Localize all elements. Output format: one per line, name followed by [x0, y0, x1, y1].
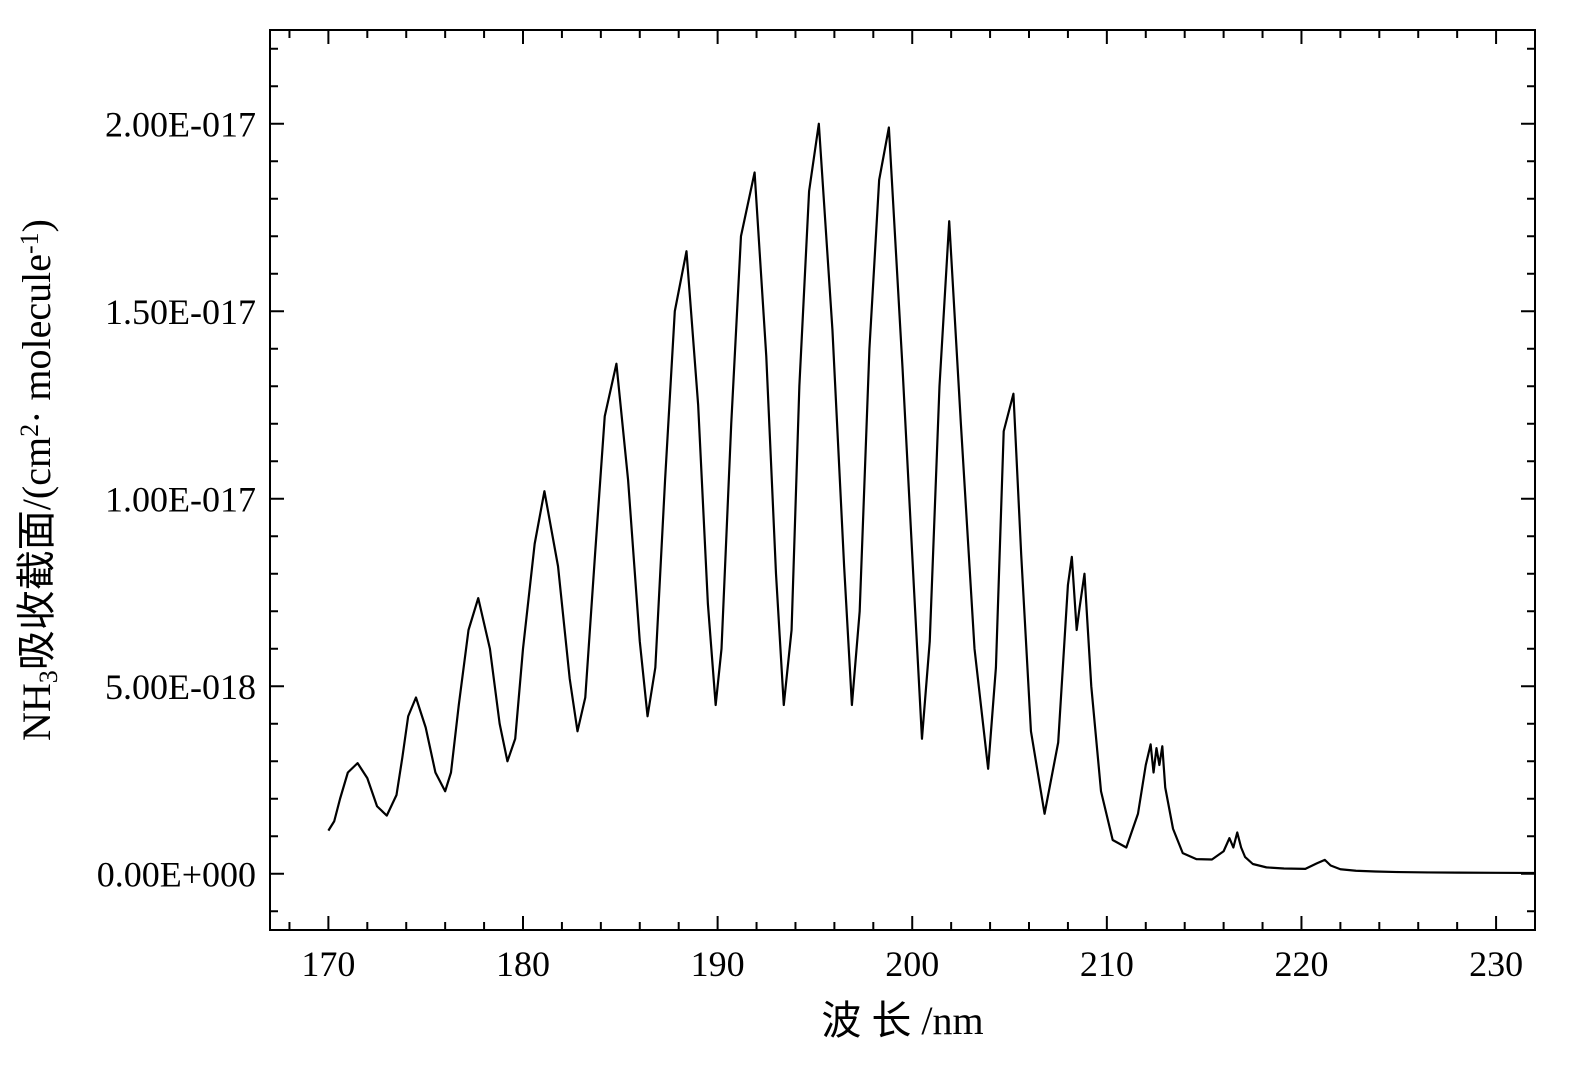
y-tick-label: 2.00E-017 — [105, 104, 256, 144]
series-nh3-cross-section — [328, 124, 1535, 873]
x-tick-label: 220 — [1274, 944, 1328, 984]
x-tick-label: 190 — [691, 944, 745, 984]
plot-frame — [270, 30, 1535, 930]
x-tick-label: 230 — [1469, 944, 1523, 984]
y-tick-label: 0.00E+000 — [97, 854, 256, 894]
x-tick-label: 210 — [1080, 944, 1134, 984]
y-axis-label: NH3吸收截面/(cm2· molecule-1) — [14, 219, 63, 741]
x-tick-label: 180 — [496, 944, 550, 984]
y-tick-label: 1.00E-017 — [105, 479, 256, 519]
y-tick-label: 5.00E-018 — [105, 667, 256, 707]
spectrum-chart: 170 180 190 200 210 220 230 0.00E+000 5.00E-018 1… — [0, 0, 1575, 1071]
x-tick-label: 170 — [301, 944, 355, 984]
x-tick-label: 200 — [885, 944, 939, 984]
chart-svg: 170 180 190 200 210 220 230 0.00E+000 5.00E-018 1… — [0, 0, 1575, 1071]
y-tick-label: 1.50E-017 — [105, 292, 256, 332]
x-axis-label: 波 长 /nm — [821, 998, 983, 1043]
